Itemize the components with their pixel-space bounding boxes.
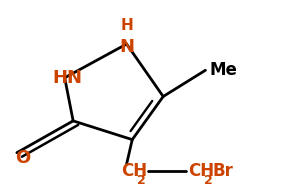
- Text: Me: Me: [210, 61, 238, 79]
- Text: 2: 2: [137, 174, 146, 187]
- Text: Br: Br: [212, 163, 233, 180]
- Text: HN: HN: [53, 69, 82, 87]
- Text: 2: 2: [204, 174, 213, 187]
- Text: CH: CH: [189, 163, 215, 180]
- Text: H: H: [120, 18, 133, 33]
- Text: CH: CH: [121, 163, 147, 180]
- Text: O: O: [15, 149, 30, 167]
- Text: N: N: [119, 38, 134, 56]
